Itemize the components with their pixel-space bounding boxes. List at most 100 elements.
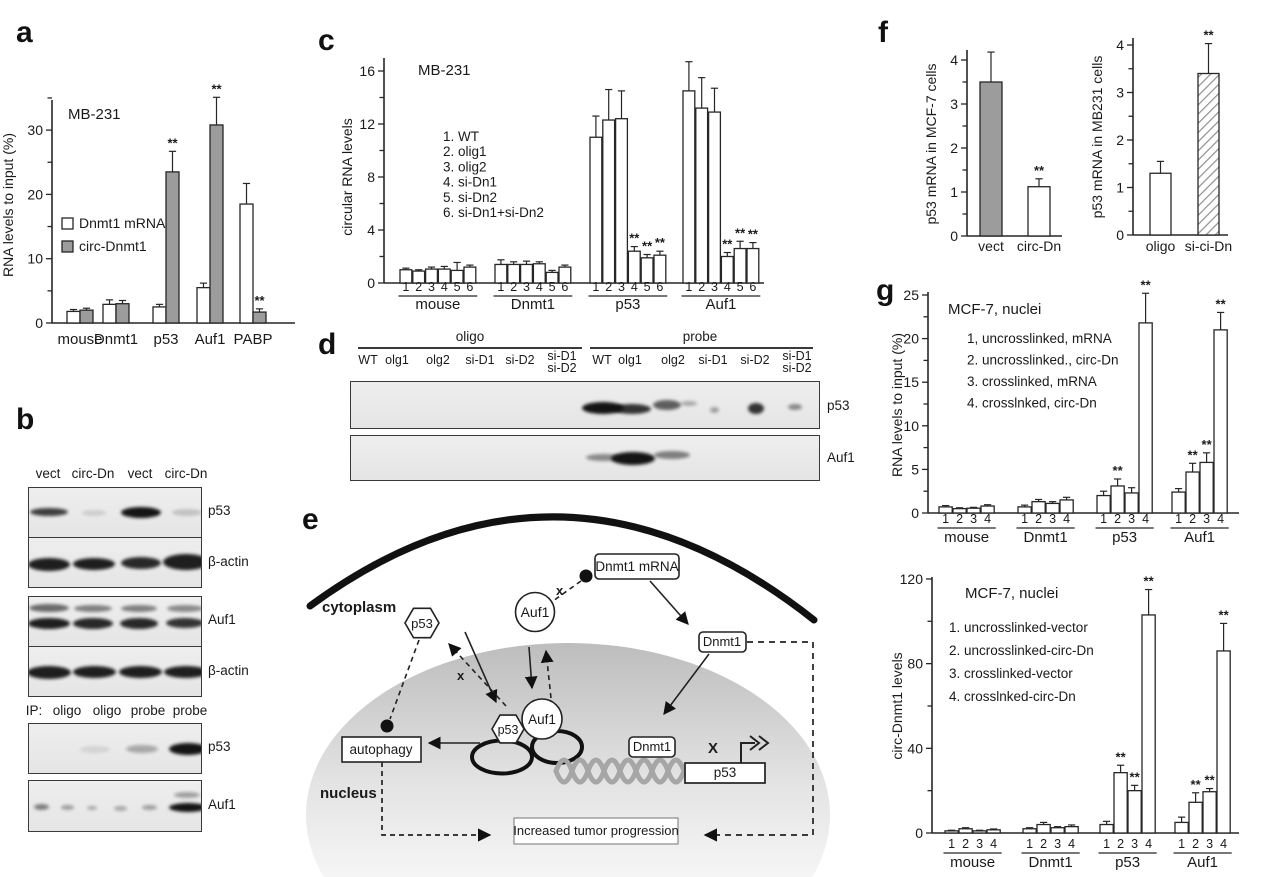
protein-band (164, 666, 201, 678)
bar (986, 829, 1001, 834)
lane-number: 4 (984, 512, 991, 526)
legend-entry: 4. si-Dn1 (443, 175, 497, 190)
bar (602, 119, 616, 284)
protein-band (121, 506, 161, 518)
protein-band (29, 665, 71, 679)
protein-band (174, 792, 200, 798)
legend-entry: 3. crosslinked-vector (949, 666, 1073, 681)
lane-number: 3 (1054, 837, 1061, 851)
bar (1022, 828, 1037, 834)
lane-number: 1 (948, 837, 955, 851)
legend-entry: 2. olig1 (443, 144, 487, 159)
blot-label: oligo (455, 329, 485, 344)
protein-band (113, 805, 127, 811)
panel-g-top-bar-chart: 0 5 10 15 20 25 RNA levels to input (%) MCF-7, … (889, 277, 1239, 546)
bar (1124, 492, 1139, 514)
panel-f-left-bar-chart: 0 1 2 3 4 p53 mRNA in MCF-7 cells vect ** circ-D… (923, 50, 1062, 254)
significance-stars: ** (629, 231, 640, 246)
blot-label: p53 (208, 503, 231, 518)
significance-stars: ** (1205, 773, 1216, 788)
bar (746, 247, 760, 284)
blot-b-bactin-2 (28, 646, 202, 697)
legend-entry: 1, uncrosslinked, mRNA (967, 331, 1112, 346)
protein-band (87, 806, 97, 810)
significance-stars: ** (1219, 607, 1230, 622)
legend-entry: 5. si-Dn2 (443, 190, 497, 205)
category-label: Auf1 (195, 331, 226, 348)
protein-band (72, 666, 116, 678)
lane-number: 1 (1021, 512, 1028, 526)
bar (1050, 827, 1065, 834)
chart-title: MB-231 (418, 62, 471, 79)
bar (1110, 485, 1125, 514)
panel-label-g: g (876, 274, 895, 307)
bar (695, 107, 709, 284)
lane-number: 1 (402, 280, 409, 294)
bar (1149, 172, 1172, 236)
significance-stars: ** (1202, 437, 1213, 452)
significance-stars: ** (748, 227, 759, 242)
protein-band (29, 557, 70, 571)
bar (733, 247, 747, 284)
group-label: p53 (615, 296, 640, 313)
blot-label: Auf1 (827, 450, 855, 465)
blot-label: probe (130, 703, 166, 718)
tick-label: 8 (367, 169, 375, 185)
bar (209, 124, 224, 324)
tick-label: 10 (903, 418, 919, 434)
tick-label: 15 (903, 374, 919, 390)
group-label: Dnmt1 (511, 296, 555, 313)
bar (589, 136, 603, 284)
lane-number: 6 (466, 280, 473, 294)
bar (1064, 825, 1079, 834)
bar (979, 81, 1003, 237)
tick-label: 2 (1116, 132, 1124, 148)
significance-stars: ** (1141, 277, 1152, 292)
lane-number: 2 (1189, 512, 1196, 526)
protein-band (74, 604, 112, 612)
y-axis-label: RNA levels to input (%) (889, 333, 905, 477)
bar (1213, 329, 1228, 514)
blot-label: olg1 (618, 353, 642, 367)
bar (152, 306, 167, 324)
blot-label: olg2 (661, 353, 685, 367)
blot-b-auf1 (28, 596, 202, 647)
group-label: mouse (415, 296, 460, 313)
blot-label: olg2 (426, 353, 450, 367)
significance-stars: ** (642, 239, 653, 254)
lane-number: 1 (1178, 837, 1185, 851)
bar (102, 303, 117, 324)
protein-band (126, 745, 158, 753)
lane-number: 4 (441, 280, 448, 294)
tick-label: 12 (359, 116, 375, 132)
bar (79, 309, 94, 324)
blot-b-p53 (28, 487, 202, 538)
protein-band (33, 804, 49, 810)
group-label: Dnmt1 (1029, 854, 1073, 871)
bar (1027, 186, 1051, 237)
lane-number: 4 (536, 280, 543, 294)
probe-group-overline (590, 347, 813, 349)
bar (1096, 494, 1111, 514)
bar (1127, 790, 1142, 834)
p53-gene-box (684, 762, 766, 784)
blot-label: vect (35, 466, 61, 481)
lane-number: 2 (1040, 837, 1047, 851)
tick-label: 5 (911, 461, 919, 477)
auf1-cytoplasm-circle (514, 591, 556, 633)
lane-number: 5 (737, 280, 744, 294)
lane-number: 2 (1035, 512, 1042, 526)
cytoplasm-label: cytoplasm (322, 599, 396, 616)
blot-label: β-actin (208, 663, 249, 678)
lane-number: 5 (549, 280, 556, 294)
blot-label: si-D1 si-D2 (547, 349, 577, 375)
panel-label-d: d (318, 328, 337, 361)
blot-label: vect (127, 466, 153, 481)
protein-band (169, 802, 201, 812)
bar (239, 203, 254, 324)
bar (707, 111, 722, 284)
tick-label: 3 (950, 96, 958, 112)
blot-label: si-D1 (698, 353, 728, 367)
lane-number: 5 (644, 280, 651, 294)
blot-label: p53 (827, 398, 850, 413)
